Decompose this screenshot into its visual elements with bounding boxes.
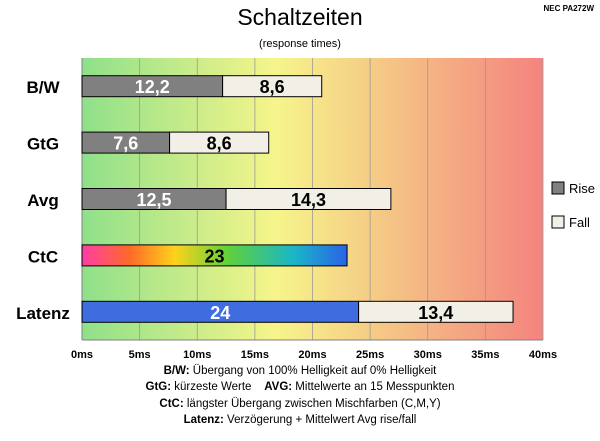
bar-fall	[169, 131, 270, 154]
footnote-avg-key: AVG:	[264, 381, 293, 393]
bar-rise-label: 7,6	[113, 134, 138, 154]
bar-fall-label: 8,6	[207, 134, 232, 154]
bar-fall-label: 13,4	[418, 303, 453, 323]
category-label: Avg	[27, 191, 59, 210]
x-tick-label: 30ms	[414, 349, 442, 361]
x-tick-label: 25ms	[356, 349, 384, 361]
footnote-avg-text: Mittelwerte an 15 Messpunkten	[292, 381, 455, 393]
bar-rise-label: 12,5	[137, 190, 172, 210]
x-tick-label: 10ms	[183, 349, 211, 361]
bar-fall	[222, 75, 323, 98]
footnote-gtg-text: kürzeste Werte	[171, 381, 252, 393]
category-labels: B/W GtG Avg CtC Latenz	[16, 78, 70, 323]
x-tick-label: 15ms	[241, 349, 269, 361]
bar-fall-label: 8,6	[260, 77, 285, 97]
category-label: CtC	[28, 247, 58, 266]
x-tick-label: 5ms	[129, 349, 151, 361]
category-label: B/W	[26, 78, 60, 97]
chart-subtitle: (response times)	[259, 38, 341, 50]
bar-fall	[358, 300, 514, 323]
bar-rise-label: 24	[210, 303, 230, 323]
footnote-latenz-key: Latenz:	[183, 414, 224, 426]
footnote-bw: B/W: Übergang von 100% Helligkeit auf 0%…	[0, 364, 600, 379]
legend-swatch	[551, 181, 565, 195]
chart-title: Schaltzeiten	[237, 4, 363, 30]
bar-rise	[81, 244, 348, 267]
monitor-model: NEC PA272W	[543, 4, 594, 13]
x-tick-label: 35ms	[471, 349, 499, 361]
x-tick-label: 20ms	[298, 349, 326, 361]
footnote-latenz-text: Verzögerung + Mittelwert Avg rise/fall	[223, 414, 417, 426]
x-tick-labels: 0ms 5ms 10ms 15ms 20ms 25ms 30ms 35ms 40ms	[71, 349, 557, 361]
bar-fall	[225, 188, 392, 210]
footnote-bw-key: B/W:	[163, 365, 190, 377]
legend-swatch	[551, 215, 565, 229]
footnote-latenz: Latenz: Verzögerung + Mittelwert Avg ris…	[0, 413, 600, 428]
legend-label: Fall	[569, 215, 590, 230]
category-label: Latenz	[16, 304, 70, 323]
bar-fall-label: 14,3	[291, 190, 326, 210]
category-label: GtG	[27, 135, 59, 154]
legend-label: Rise	[569, 181, 595, 196]
footnote-ctc: CtC: längster Übergang zwischen Mischfar…	[0, 397, 600, 412]
x-tick-label: 0ms	[71, 349, 93, 361]
footnote-bw-text: Übergang von 100% Helligkeit auf 0% Hell…	[189, 365, 437, 377]
legend: Rise Fall	[551, 181, 595, 230]
bar-rise-label: 23	[205, 246, 225, 266]
footnote-gtg-avg: GtG: kürzeste Werte AVG: Mittelwerte an …	[0, 380, 600, 395]
footnote-gtg-key: GtG:	[145, 381, 172, 393]
x-tick-label: 40ms	[529, 349, 557, 361]
bars-layer: 12,2 8,6 7,6 8,6 12,5 14,3 23 24 13,4	[81, 75, 514, 323]
footnote-ctc-text: längster Übergang zwischen Mischfarben (…	[183, 398, 441, 410]
bar-rise-label: 12,2	[135, 77, 170, 97]
footnote-ctc-key: CtC:	[159, 398, 184, 410]
